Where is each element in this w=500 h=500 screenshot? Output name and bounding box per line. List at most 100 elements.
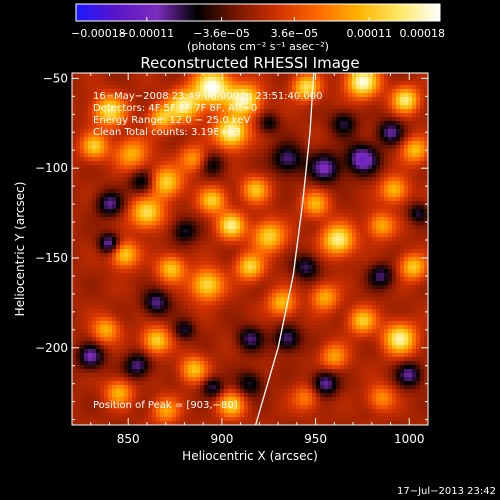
heatmap-cell — [328, 237, 332, 241]
heatmap-cell — [368, 161, 372, 165]
heatmap-cell — [96, 209, 100, 213]
heatmap-cell — [332, 245, 336, 249]
heatmap-cell — [364, 205, 368, 209]
heatmap-cell — [312, 217, 316, 221]
heatmap-cell — [412, 165, 416, 169]
heatmap-cell — [100, 269, 104, 273]
heatmap-cell — [180, 145, 184, 149]
heatmap-cell — [380, 201, 384, 205]
heatmap-cell — [248, 257, 252, 261]
heatmap-cell — [228, 265, 232, 269]
heatmap-cell — [192, 285, 196, 289]
heatmap-cell — [188, 105, 192, 109]
heatmap-cell — [352, 85, 356, 89]
heatmap-cell — [188, 181, 192, 185]
heatmap-cell — [400, 245, 404, 249]
heatmap-cell — [288, 245, 292, 249]
heatmap-cell — [120, 149, 124, 153]
heatmap-cell — [412, 253, 416, 257]
heatmap-cell — [204, 189, 208, 193]
heatmap-cell — [348, 269, 352, 273]
heatmap-cell — [196, 149, 200, 153]
heatmap-cell — [224, 205, 228, 209]
heatmap-cell — [128, 129, 132, 133]
heatmap-cell — [176, 281, 180, 285]
heatmap-cell — [292, 225, 296, 229]
heatmap-cell — [84, 225, 88, 229]
heatmap-cell — [104, 181, 108, 185]
heatmap-cell — [152, 233, 156, 237]
heatmap-cell — [392, 229, 396, 233]
heatmap-cell — [392, 285, 396, 289]
heatmap-cell — [196, 193, 200, 197]
heatmap-cell — [104, 217, 108, 221]
heatmap-cell — [88, 81, 92, 85]
heatmap-cell — [424, 157, 428, 161]
heatmap-cell — [104, 293, 108, 297]
heatmap-cell — [268, 113, 272, 117]
heatmap-cell — [316, 109, 320, 113]
heatmap-cell — [272, 289, 276, 293]
heatmap-cell — [116, 217, 120, 221]
heatmap-cell — [332, 225, 336, 229]
heatmap-cell — [368, 141, 372, 145]
heatmap-cell — [296, 205, 300, 209]
heatmap-cell — [372, 273, 376, 277]
heatmap-cell — [232, 141, 236, 145]
heatmap-cell — [396, 101, 400, 105]
heatmap-cell — [408, 113, 412, 117]
heatmap-cell — [320, 185, 324, 189]
heatmap-cell — [104, 117, 108, 121]
heatmap-cell — [168, 277, 172, 281]
heatmap-cell — [328, 273, 332, 277]
heatmap-cell — [152, 261, 156, 265]
heatmap-cell — [100, 73, 104, 77]
heatmap-cell — [404, 161, 408, 165]
heatmap-cell — [348, 145, 352, 149]
heatmap-cell — [204, 89, 208, 93]
heatmap-cell — [272, 125, 276, 129]
heatmap-cell — [160, 185, 164, 189]
heatmap-cell — [76, 93, 80, 97]
heatmap-cell — [180, 157, 184, 161]
heatmap-cell — [168, 73, 172, 77]
heatmap-cell — [96, 201, 100, 205]
heatmap-cell — [384, 233, 388, 237]
heatmap-cell — [408, 181, 412, 185]
heatmap-cell — [176, 197, 180, 201]
heatmap-cell — [392, 193, 396, 197]
heatmap-cell — [260, 109, 264, 113]
heatmap-cell — [360, 253, 364, 257]
heatmap-cell — [188, 149, 192, 153]
heatmap-cell — [140, 213, 144, 217]
heatmap-cell — [84, 125, 88, 129]
heatmap-cell — [224, 149, 228, 153]
heatmap-cell — [384, 133, 388, 137]
heatmap-cell — [252, 129, 256, 133]
heatmap-cell — [340, 201, 344, 205]
heatmap-cell — [416, 197, 420, 201]
heatmap-cell — [260, 193, 264, 197]
heatmap-cell — [100, 221, 104, 225]
heatmap-cell — [392, 89, 396, 93]
heatmap-cell — [328, 73, 332, 77]
heatmap-cell — [356, 205, 360, 209]
heatmap-cell — [236, 193, 240, 197]
heatmap-cell — [204, 237, 208, 241]
heatmap-cell — [104, 241, 108, 245]
heatmap-cell — [116, 121, 120, 125]
heatmap-cell — [220, 209, 224, 213]
heatmap-cell — [276, 141, 280, 145]
heatmap-cell — [136, 81, 140, 85]
heatmap-cell — [72, 73, 76, 77]
heatmap-cell — [124, 117, 128, 121]
heatmap-cell — [388, 173, 392, 177]
heatmap-cell — [300, 133, 304, 137]
heatmap-cell — [396, 265, 400, 269]
heatmap-cell — [320, 137, 324, 141]
heatmap-cell — [400, 141, 404, 145]
heatmap-cell — [88, 77, 92, 81]
heatmap-cell — [276, 265, 280, 269]
heatmap-cell — [248, 241, 252, 245]
heatmap-cell — [252, 185, 256, 189]
